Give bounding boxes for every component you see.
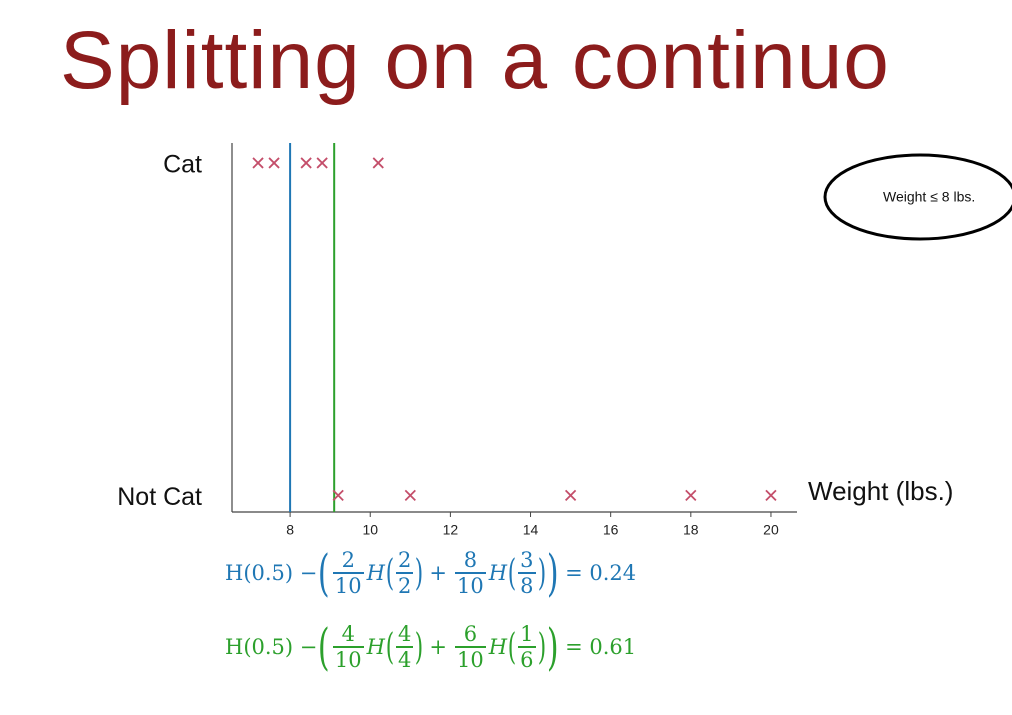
y-tick-label: Not Cat xyxy=(117,483,202,511)
fraction: 2 10 xyxy=(332,547,364,598)
denominator: 10 xyxy=(332,572,364,598)
paren: ) xyxy=(415,552,424,594)
x-tick-label: 8 xyxy=(286,522,294,538)
function-name: H xyxy=(488,561,508,585)
point xyxy=(765,489,777,502)
point-stroke xyxy=(268,157,280,169)
point xyxy=(685,489,697,502)
denominator: 4 xyxy=(396,646,414,672)
denominator: 10 xyxy=(455,572,486,598)
operator: + xyxy=(429,635,448,659)
slide-title: Splitting on a continuo xyxy=(60,15,890,106)
x-axis-label: Weight (lbs.) xyxy=(808,476,953,506)
point xyxy=(268,157,280,169)
point xyxy=(252,157,264,169)
formula-result: = 0.24 xyxy=(565,561,637,585)
point xyxy=(316,157,328,169)
point xyxy=(404,489,416,502)
denominator: 6 xyxy=(518,646,536,672)
numerator: 2 xyxy=(341,547,355,572)
paren: ( xyxy=(318,544,330,602)
function-name: H xyxy=(488,635,508,659)
paren: ) xyxy=(415,626,424,668)
point-stroke xyxy=(404,489,416,502)
function-name: H xyxy=(366,561,385,585)
numerator: 4 xyxy=(398,621,412,646)
numerator: 3 xyxy=(520,547,534,572)
fraction: 8 10 xyxy=(455,549,486,597)
numerator: 8 xyxy=(463,547,478,572)
numerator: 2 xyxy=(398,547,412,572)
fraction: 6 10 xyxy=(455,623,486,671)
point-stroke xyxy=(685,489,697,502)
point xyxy=(332,489,344,502)
point-stroke xyxy=(372,157,384,169)
x-tick-label: 16 xyxy=(603,522,619,538)
denominator: 10 xyxy=(455,646,486,672)
paren: ) xyxy=(537,552,546,594)
point-stroke xyxy=(765,489,777,502)
formula-result: = 0.61 xyxy=(565,635,637,659)
numerator: 6 xyxy=(463,621,478,646)
denominator: 10 xyxy=(332,646,364,672)
numerator: 1 xyxy=(520,621,534,646)
paren: ( xyxy=(507,626,517,668)
point xyxy=(372,157,384,169)
paren: ) xyxy=(546,544,559,602)
formula-lead: H(0.5) − xyxy=(225,561,318,585)
denominator: 2 xyxy=(396,572,414,598)
point-stroke xyxy=(564,489,577,502)
paren: ) xyxy=(537,626,546,668)
x-tick-label: 10 xyxy=(362,522,378,538)
paren: ( xyxy=(385,626,395,668)
numerator: 4 xyxy=(341,621,355,646)
paren: ( xyxy=(507,552,517,594)
y-tick-label: Cat xyxy=(163,151,202,179)
point-stroke xyxy=(316,157,328,169)
function-name: H xyxy=(366,635,385,659)
point-stroke xyxy=(252,157,264,169)
operator: + xyxy=(429,561,448,585)
formula: H(0.5) −(2 10 H(2 2) +8 10 H(3 8)) = 0.24 xyxy=(225,548,636,598)
paren: ) xyxy=(546,618,559,676)
formula-lead: H(0.5) − xyxy=(225,635,318,659)
paren: ( xyxy=(385,552,395,594)
x-tick-label: 12 xyxy=(443,522,459,538)
fraction: 4 10 xyxy=(332,621,364,672)
x-tick-label: 14 xyxy=(523,522,539,538)
point-stroke xyxy=(332,489,344,502)
paren: ( xyxy=(318,618,330,676)
annotation-ellipse xyxy=(823,153,1012,241)
formula: H(0.5) −(4 10 H(4 4) +6 10 H(1 6)) = 0.61 xyxy=(225,622,636,672)
point-stroke xyxy=(300,157,312,169)
annotation-text: Weight ≤ 8 lbs. xyxy=(883,189,975,205)
x-tick-label: 20 xyxy=(763,522,779,538)
x-tick-label: 18 xyxy=(683,522,699,538)
point xyxy=(300,157,312,169)
denominator: 8 xyxy=(518,572,536,598)
point xyxy=(564,489,577,502)
